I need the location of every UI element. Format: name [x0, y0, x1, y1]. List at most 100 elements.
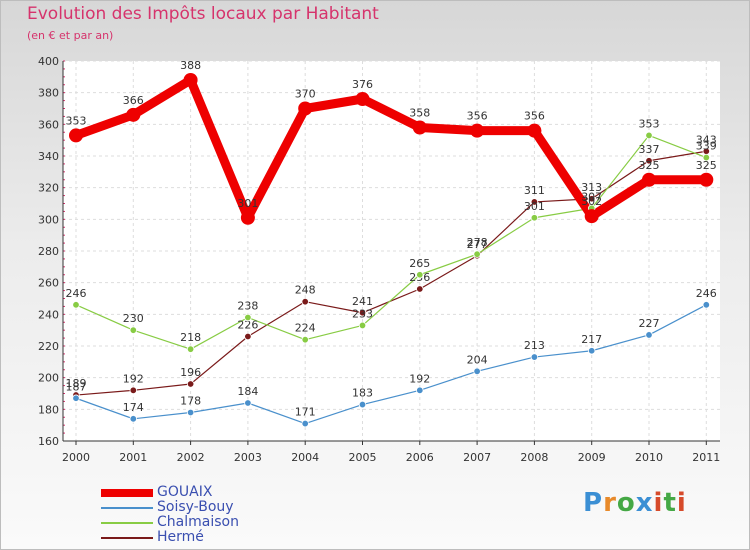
- legend-label-chalmaison: Chalmaison: [157, 514, 239, 530]
- y-tick-label: 160: [38, 435, 59, 448]
- data-point-gouaix: [183, 73, 198, 87]
- legend-label-soisy-bouy: Soisy-Bouy: [157, 499, 234, 515]
- data-label-gouaix: 302: [581, 195, 602, 208]
- y-tick-label: 380: [38, 87, 59, 100]
- data-point-soisy-bouy: [358, 400, 367, 409]
- data-point-herme: [244, 332, 252, 341]
- y-tick-label: 240: [38, 308, 59, 321]
- data-label-herme: 277: [467, 238, 488, 251]
- data-point-soisy-bouy: [72, 394, 80, 402]
- data-point-soisy-bouy: [186, 408, 195, 417]
- data-point-chalmaison: [473, 250, 481, 258]
- data-point-soisy-bouy: [702, 301, 710, 309]
- data-point-gouaix: [412, 120, 427, 135]
- data-point-herme: [358, 309, 367, 317]
- data-label-gouaix: 301: [237, 197, 258, 210]
- data-label-soisy-bouy: 192: [409, 372, 430, 385]
- x-tick-label: 2002: [177, 451, 205, 464]
- data-label-gouaix: 370: [295, 88, 316, 101]
- series-line-soisy-bouy: [75, 304, 707, 425]
- legend-swatch-soisy-bouy: [101, 507, 153, 509]
- series-line-chalmaison: [75, 134, 707, 350]
- legend-swatch-chalmaison: [101, 522, 153, 524]
- data-label-chalmaison: 265: [409, 257, 430, 270]
- data-point-chalmaison: [416, 271, 424, 279]
- x-tick-label: 2007: [463, 451, 491, 464]
- chart-title: Evolution des Impôts locaux par Habitant: [27, 4, 379, 24]
- data-label-chalmaison: 339: [696, 140, 717, 153]
- data-point-herme: [416, 285, 424, 293]
- data-label-soisy-bouy: 178: [180, 395, 201, 408]
- legend-label-gouaix: GOUAIX: [157, 484, 213, 500]
- y-tick-label: 360: [38, 118, 59, 131]
- data-label-gouaix: 388: [180, 59, 201, 72]
- data-label-herme: 196: [180, 366, 201, 379]
- data-point-gouaix: [240, 210, 255, 225]
- data-point-herme: [645, 157, 653, 165]
- x-tick-label: 2001: [119, 451, 147, 464]
- data-point-herme: [530, 198, 539, 206]
- data-label-gouaix: 325: [696, 159, 717, 172]
- x-tick-label: 2003: [234, 451, 262, 464]
- data-label-herme: 226: [237, 319, 258, 332]
- data-label-chalmaison: 238: [237, 300, 258, 313]
- data-label-soisy-bouy: 183: [352, 387, 373, 400]
- data-label-gouaix: 356: [467, 110, 488, 123]
- data-label-herme: 313: [581, 181, 602, 194]
- data-label-soisy-bouy: 204: [467, 353, 488, 366]
- data-label-soisy-bouy: 187: [66, 380, 87, 393]
- x-tick-label: 2011: [692, 451, 720, 464]
- data-point-gouaix: [298, 101, 313, 116]
- data-point-chalmaison: [301, 335, 309, 344]
- data-point-gouaix: [699, 172, 714, 187]
- data-label-gouaix: 353: [66, 114, 87, 127]
- data-point-gouaix: [355, 92, 370, 106]
- data-label-herme: 248: [295, 284, 316, 297]
- data-label-herme: 311: [524, 184, 545, 197]
- data-label-chalmaison: 278: [467, 236, 488, 249]
- y-tick-label: 280: [38, 245, 59, 258]
- data-label-herme: 343: [696, 133, 717, 146]
- data-point-chalmaison: [358, 321, 367, 330]
- data-label-chalmaison: 353: [639, 117, 660, 130]
- data-point-chalmaison: [186, 345, 195, 353]
- data-point-chalmaison: [645, 131, 653, 140]
- data-point-herme: [588, 195, 596, 203]
- chart-subtitle: (en € et par an): [27, 29, 114, 42]
- data-point-herme: [129, 386, 137, 395]
- data-label-chalmaison: 230: [123, 312, 144, 325]
- series-line-gouaix: [71, 75, 711, 223]
- data-point-soisy-bouy: [588, 347, 596, 355]
- data-point-soisy-bouy: [301, 419, 309, 428]
- data-label-soisy-bouy: 184: [237, 385, 258, 398]
- data-label-herme: 192: [123, 372, 144, 385]
- data-label-chalmaison: 246: [66, 287, 87, 300]
- data-label-soisy-bouy: 171: [295, 406, 316, 419]
- legend-swatch-gouaix: [101, 489, 153, 497]
- data-point-soisy-bouy: [530, 353, 539, 361]
- data-point-gouaix: [584, 209, 599, 224]
- data-point-soisy-bouy: [645, 331, 653, 339]
- data-point-soisy-bouy: [244, 399, 252, 407]
- y-tick-label: 260: [38, 277, 59, 290]
- data-label-gouaix: 358: [409, 107, 430, 120]
- proxiti-logo: Proxiti: [583, 488, 687, 518]
- data-label-soisy-bouy: 213: [524, 339, 545, 352]
- data-point-gouaix: [470, 123, 485, 138]
- data-point-chalmaison: [702, 153, 710, 162]
- data-label-chalmaison: 307: [581, 190, 602, 203]
- data-label-herme: 241: [352, 295, 373, 308]
- data-point-gouaix: [527, 123, 542, 138]
- y-tick-label: 340: [38, 150, 59, 163]
- data-label-gouaix: 376: [352, 78, 373, 91]
- data-label-chalmaison: 301: [524, 200, 545, 213]
- data-point-soisy-bouy: [416, 386, 424, 395]
- data-label-chalmaison: 218: [180, 331, 201, 344]
- data-point-chalmaison: [129, 326, 137, 334]
- x-tick-label: 2008: [520, 451, 548, 464]
- data-point-herme: [186, 380, 195, 388]
- data-label-soisy-bouy: 174: [123, 401, 144, 414]
- y-tick-label: 300: [38, 213, 59, 226]
- data-label-soisy-bouy: 217: [581, 333, 602, 346]
